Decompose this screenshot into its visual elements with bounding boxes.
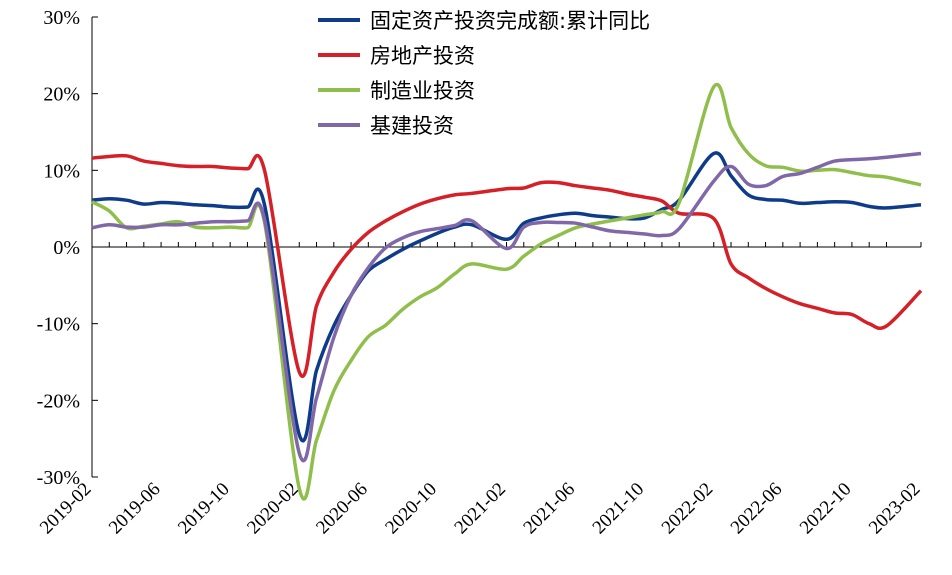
legend-label: 基建投资	[370, 113, 454, 138]
y-tick-label: -10%	[37, 314, 80, 336]
series-line-3	[91, 82, 922, 501]
y-tick-label: -30%	[37, 467, 80, 489]
legend-label: 制造业投资	[370, 78, 475, 103]
legend-swatch	[318, 17, 360, 22]
legend: 固定资产投资完成额:累计同比 房地产投资制造业投资基建投资	[318, 2, 650, 142]
legend-swatch	[318, 52, 360, 57]
series-line-4	[91, 151, 922, 463]
legend-label: 房地产投资	[370, 43, 475, 68]
x-tick-label: 2020-10	[381, 479, 441, 539]
legend-item-4: 基建投资	[318, 107, 650, 142]
legend-swatch	[318, 87, 360, 92]
y-tick-label: 20%	[43, 84, 80, 106]
y-tick-label: 0%	[53, 237, 80, 259]
x-tick-label: 2022-10	[796, 479, 856, 539]
series-line-1	[91, 151, 922, 443]
y-tick-label: 10%	[43, 160, 80, 182]
legend-item-2: 房地产投资	[318, 37, 650, 72]
legend-swatch	[318, 122, 360, 127]
y-tick-label: -20%	[37, 390, 80, 412]
x-tick-label: 2022-06	[727, 479, 787, 539]
series-line-2	[91, 153, 923, 378]
x-tick-label: 2020-02	[243, 479, 303, 539]
legend-item-1: 固定资产投资完成额:累计同比	[318, 2, 650, 37]
y-tick-label: 30%	[43, 7, 80, 29]
x-tick-label: 2022-02	[658, 479, 718, 539]
legend-item-3: 制造业投资	[318, 72, 650, 107]
x-tick-label: 2021-10	[589, 479, 649, 539]
x-tick-label: 2020-06	[312, 479, 372, 539]
legend-label: 固定资产投资完成额:累计同比	[370, 8, 651, 33]
x-tick-label: 2019-10	[174, 479, 234, 539]
x-tick-label: 2021-02	[450, 479, 510, 539]
x-tick-label: 2019-06	[105, 479, 165, 539]
x-tick-label: 2021-06	[519, 479, 579, 539]
x-tick-label: 2023-02	[865, 479, 925, 539]
